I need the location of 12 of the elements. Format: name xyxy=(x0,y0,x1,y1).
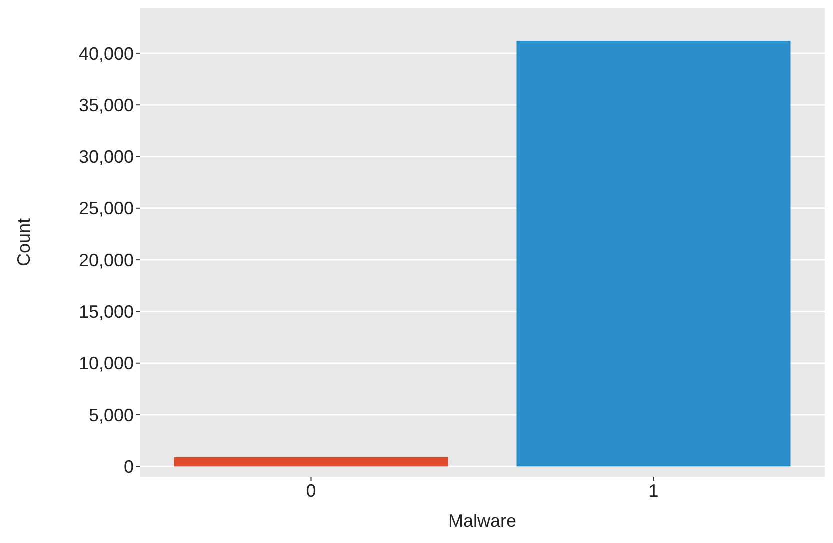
y-tick-label: 35,000 xyxy=(78,95,134,116)
x-tick-label: 1 xyxy=(648,481,659,501)
y-tick-label: 10,000 xyxy=(78,354,134,374)
y-tick-label: 20,000 xyxy=(78,250,134,270)
y-tick-label: 40,000 xyxy=(78,44,134,64)
y-tick-label: 15,000 xyxy=(78,302,134,322)
y-tick-label: 5,000 xyxy=(88,405,134,426)
y-tick-label: 25,000 xyxy=(78,198,134,219)
y-axis-title: Count xyxy=(14,218,34,267)
x-axis-title: Malware xyxy=(448,511,517,531)
y-tick-label: 30,000 xyxy=(78,147,134,168)
y-tick-label: 0 xyxy=(124,456,134,477)
